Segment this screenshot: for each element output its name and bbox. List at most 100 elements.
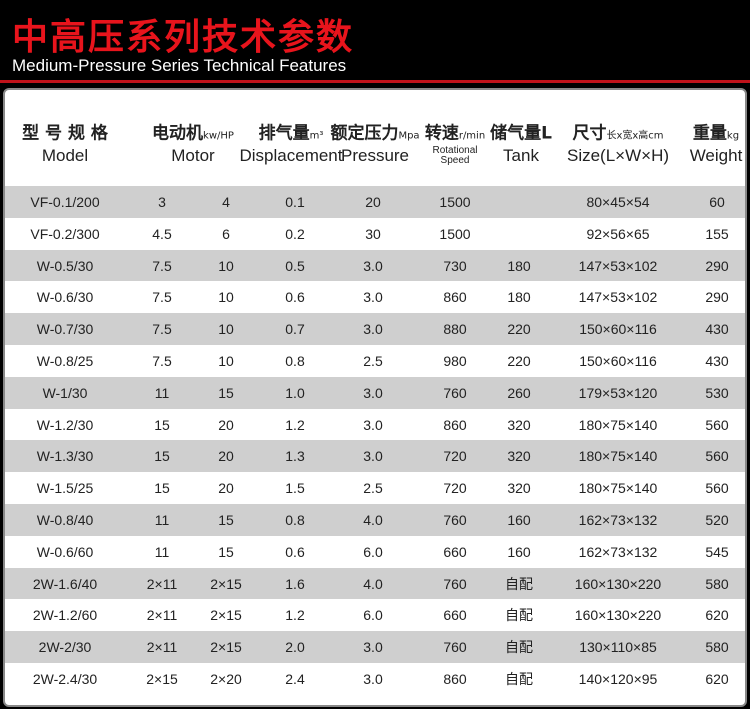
- table-cell: 0.6: [285, 289, 305, 306]
- header-zh: 电动机kw/HP: [152, 119, 234, 144]
- table-cell: 730: [443, 257, 467, 274]
- table-cell: 2×15: [210, 639, 242, 656]
- table-cell: 3.0: [363, 321, 383, 338]
- table-cell: 3.0: [363, 448, 383, 465]
- table-cell: 660: [443, 607, 467, 624]
- table-row: [5, 249, 745, 282]
- header-en: Tank: [503, 146, 539, 165]
- table-row: [5, 567, 745, 600]
- table-cell: 2×15: [210, 607, 242, 624]
- table-cell: 自配: [505, 639, 533, 656]
- table-cell: 1500: [439, 193, 471, 210]
- table-cell: 520: [705, 511, 729, 528]
- table-cell: 7.5: [152, 289, 172, 306]
- table-cell: 7.5: [152, 321, 172, 338]
- table-cell: 660: [443, 543, 467, 560]
- header-zh: 额定压力Mpa: [330, 119, 419, 144]
- table-cell: 560: [705, 416, 729, 433]
- table-cell: 20: [365, 193, 381, 210]
- table-cell: W-0.7/30: [36, 321, 94, 338]
- table-cell: 80×45×54: [586, 193, 650, 210]
- table-cell: 92×56×65: [586, 225, 650, 242]
- header-zh: 排气量m³: [259, 119, 324, 144]
- table-cell: 3.0: [363, 289, 383, 306]
- header-en: Rotational Speed: [432, 145, 478, 166]
- table-cell: 3: [158, 193, 166, 210]
- table-cell: 220: [507, 321, 531, 338]
- table-cell: 0.5: [285, 257, 305, 274]
- header-zh-text: 尺寸: [572, 123, 607, 144]
- table-cell: 180: [507, 257, 531, 274]
- table-cell: 6: [222, 225, 230, 242]
- header-unit: m³: [309, 130, 324, 142]
- header-en: Displacement: [239, 146, 343, 165]
- header-unit: Mpa: [398, 130, 420, 142]
- table-row: [5, 408, 745, 441]
- table-cell: 760: [443, 575, 467, 592]
- table-cell: 430: [705, 352, 729, 369]
- table-cell: 150×60×116: [579, 321, 657, 338]
- table-row: [5, 186, 745, 218]
- table-cell: 15: [218, 543, 234, 560]
- table-cell: 1500: [439, 225, 471, 242]
- subtitle: Medium-Pressure Series Technical Feature…: [12, 56, 347, 75]
- table-cell: 2×11: [146, 639, 178, 656]
- header-zh-text: 型 号 规 格: [22, 123, 108, 144]
- header-zh: 尺寸长x宽x高cm: [572, 119, 663, 144]
- table-cell: W-1.3/30: [36, 448, 94, 465]
- table-cell: 0.1: [285, 193, 305, 210]
- header-en: Weight: [689, 146, 743, 165]
- table-cell: 220: [507, 352, 531, 369]
- table-cell: 0.8: [285, 352, 305, 369]
- table-cell: 580: [705, 639, 729, 656]
- header-en: Size(L×W×H): [566, 146, 670, 165]
- table-cell: 160: [507, 543, 531, 560]
- table-cell: 290: [705, 289, 729, 306]
- table-cell: 20: [218, 448, 234, 465]
- table-cell: 860: [443, 670, 467, 687]
- table-cell: 260: [507, 384, 531, 401]
- header-zh: 重量kg: [693, 119, 739, 144]
- table-cell: 2W-2/30: [38, 639, 92, 656]
- red-bar: [0, 80, 750, 83]
- table-cell: 180: [507, 289, 531, 306]
- table-cell: 530: [705, 384, 729, 401]
- table-cell: 2.5: [363, 352, 383, 369]
- table-cell: W-1/30: [42, 384, 88, 401]
- table-cell: 2×15: [210, 575, 242, 592]
- table-cell: 720: [443, 480, 467, 497]
- table-cell: 180×75×140: [578, 448, 658, 465]
- table-cell: 545: [705, 543, 729, 560]
- table-cell: 147×53×102: [578, 257, 658, 274]
- table-cell: 320: [507, 448, 531, 465]
- table-cell: 980: [443, 352, 467, 369]
- table-cell: 自配: [505, 607, 533, 624]
- table-cell: 2W-2.4/30: [32, 670, 98, 687]
- table-cell: 320: [507, 416, 531, 433]
- table-cell: 10: [218, 257, 234, 274]
- table-cell: W-0.6/30: [36, 289, 94, 306]
- table-cell: 2×11: [146, 607, 178, 624]
- table-cell: 3.0: [363, 639, 383, 656]
- header-unit: kw/HP: [203, 130, 234, 142]
- header-zh: 型 号 规 格: [22, 119, 108, 144]
- table-cell: 3.0: [363, 257, 383, 274]
- table-cell: 160: [507, 511, 531, 528]
- table-cell: 0.8: [285, 511, 305, 528]
- table-cell: 2.4: [285, 670, 305, 687]
- header-zh-text: 排气量: [258, 123, 310, 144]
- table-cell: 860: [443, 289, 467, 306]
- table-cell: W-0.8/25: [36, 352, 94, 369]
- table-row: [5, 631, 745, 663]
- table-cell: 880: [443, 321, 467, 338]
- table-cell: 130×110×85: [579, 639, 657, 656]
- table-cell: 20: [218, 480, 234, 497]
- title: 中高压系列技术参数: [12, 17, 355, 58]
- header-zh-text: 储气量L: [490, 123, 552, 144]
- table-cell: 620: [705, 670, 729, 687]
- table-cell: W-0.8/40: [36, 511, 94, 528]
- table-cell: 162×73×132: [578, 543, 658, 560]
- table-cell: 1.2: [285, 607, 305, 624]
- table-cell: 15: [154, 448, 170, 465]
- table-cell: 20: [218, 416, 234, 433]
